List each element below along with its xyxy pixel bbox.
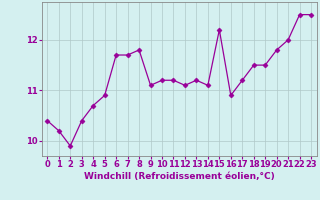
X-axis label: Windchill (Refroidissement éolien,°C): Windchill (Refroidissement éolien,°C) — [84, 172, 275, 181]
